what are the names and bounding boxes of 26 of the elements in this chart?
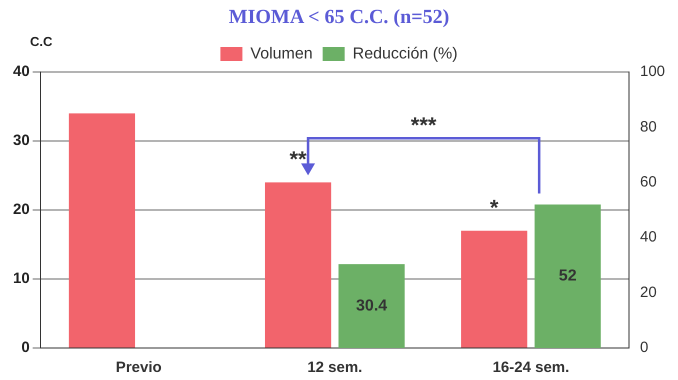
annotation: ** xyxy=(290,146,308,172)
y-tick-label: 20 xyxy=(12,201,30,218)
bar xyxy=(264,182,332,348)
y-tick-label: 30 xyxy=(12,132,30,150)
data-label: 30.4 xyxy=(356,297,388,314)
y-tick-label: 0 xyxy=(21,339,30,356)
data-label: 52 xyxy=(558,268,577,285)
chart-title: MIOMA < 65 C.C. (n=52) xyxy=(228,6,450,29)
y2-tick-label: 40 xyxy=(640,228,657,246)
annotation: * xyxy=(490,194,499,220)
annotation: *** xyxy=(410,112,437,138)
bar xyxy=(68,113,136,348)
bar xyxy=(461,230,528,348)
y2-tick-label: 20 xyxy=(640,284,657,301)
y2-tick-label: 100 xyxy=(640,63,666,80)
x-tick-label: 12 sem. xyxy=(307,359,362,376)
x-tick-label: 16-24 sem. xyxy=(492,359,570,376)
y2-tick-label: 0 xyxy=(640,339,648,356)
y-axis-title: C.C xyxy=(30,34,52,49)
y-tick-label: 40 xyxy=(12,63,30,80)
legend-label: Reducción (%) xyxy=(352,45,458,62)
legend-label: Volumen xyxy=(250,45,313,62)
y2-tick-label: 60 xyxy=(640,174,657,191)
y2-tick-label: 80 xyxy=(640,118,657,136)
x-tick-label: Previo xyxy=(116,359,162,376)
y-tick-label: 10 xyxy=(12,270,30,288)
